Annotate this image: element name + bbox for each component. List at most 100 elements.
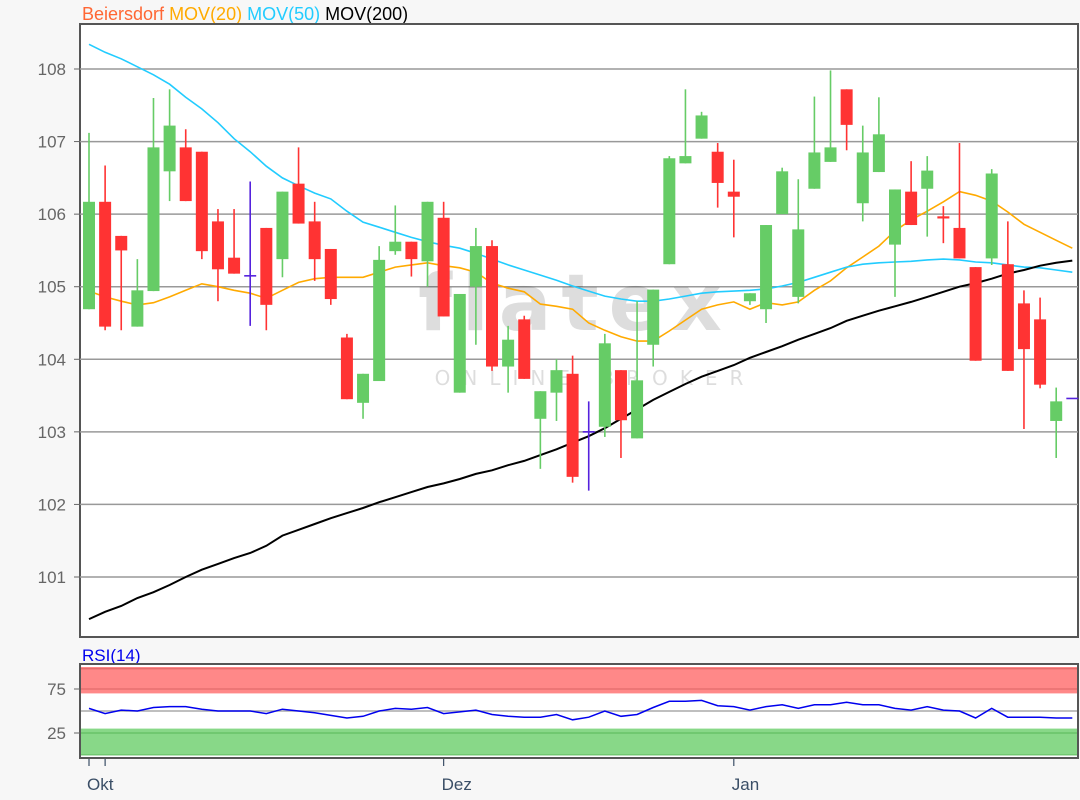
candle-body — [131, 290, 144, 327]
candle-body — [163, 125, 176, 172]
candle — [340, 333, 353, 400]
candle-body — [808, 152, 821, 189]
candle-body — [469, 246, 482, 287]
candle — [711, 143, 724, 208]
candle-body — [614, 370, 627, 421]
watermark-logo-text: flatex — [418, 259, 732, 349]
candle-body — [969, 267, 982, 361]
price-y-axis: 101 102 103 104 105 106 107 108 — [38, 60, 80, 587]
candle — [727, 159, 740, 238]
candle — [566, 355, 579, 483]
candle-body — [228, 257, 241, 274]
candle — [985, 169, 998, 265]
candle-body — [421, 201, 434, 262]
candle-body — [340, 337, 353, 400]
candle-body — [502, 339, 515, 367]
candle — [115, 235, 128, 331]
candle-body — [727, 191, 740, 197]
candle — [905, 161, 918, 226]
candle — [195, 151, 208, 260]
candle-body — [405, 241, 418, 260]
candle — [534, 391, 547, 469]
candle-body — [905, 191, 918, 226]
candle — [1001, 221, 1014, 371]
candle-body — [711, 151, 724, 183]
candle — [163, 89, 176, 202]
candle — [292, 147, 305, 224]
candle-body — [776, 171, 789, 215]
candlesticks — [83, 70, 1079, 491]
x-tick-label: Okt — [87, 775, 114, 794]
candle-body — [937, 216, 950, 219]
candle — [469, 227, 482, 345]
y-tick-label: 108 — [38, 60, 66, 79]
candle-body — [453, 293, 466, 393]
candle-body — [647, 289, 660, 345]
candle — [421, 201, 434, 287]
candle-body — [357, 373, 370, 403]
candle — [872, 97, 885, 173]
candle — [598, 333, 611, 437]
candle — [631, 301, 644, 439]
y-tick-label: 107 — [38, 133, 66, 152]
candle — [792, 179, 805, 304]
candle-body — [324, 248, 337, 300]
y-tick-label: 105 — [38, 278, 66, 297]
candle — [357, 373, 370, 419]
candle — [308, 201, 321, 281]
rsi-y-tick-label: 25 — [47, 724, 66, 743]
candle — [147, 98, 160, 292]
candle-body — [292, 183, 305, 224]
candle — [937, 206, 950, 244]
candle — [405, 241, 418, 277]
candle-body — [631, 380, 644, 439]
candle — [550, 359, 563, 421]
candle — [518, 315, 531, 379]
candle — [856, 125, 869, 222]
candle-body — [856, 152, 869, 204]
series-line-mov200 — [88, 259, 1073, 621]
candle — [582, 401, 595, 491]
rsi-zones — [81, 667, 1077, 756]
legend-item-mov20: MOV(20) — [169, 4, 242, 24]
candle-body — [824, 147, 837, 162]
candle-body — [83, 201, 95, 310]
y-tick-label: 101 — [38, 568, 66, 587]
legend-item-mov200: MOV(200) — [325, 4, 408, 24]
candle-body — [195, 151, 208, 252]
candle-body — [99, 201, 112, 327]
candle-body — [760, 225, 773, 310]
y-tick-label: 104 — [38, 350, 66, 369]
candle-body — [437, 217, 450, 317]
series-line-mov50 — [88, 43, 1073, 302]
candle — [953, 143, 966, 259]
candle — [486, 240, 498, 371]
candle-body — [921, 170, 934, 189]
y-tick-label: 103 — [38, 423, 66, 442]
candle-body — [872, 134, 885, 173]
y-tick-label: 102 — [38, 495, 66, 514]
candle-body — [598, 343, 611, 427]
x-axis: Okt Dez Jan — [87, 759, 759, 794]
candle — [889, 189, 901, 297]
candle — [1034, 297, 1047, 389]
candle-body — [1050, 401, 1063, 421]
candle — [373, 246, 386, 382]
candle-body — [953, 227, 966, 259]
candle-body — [211, 221, 224, 270]
price-plot-area — [79, 23, 1079, 638]
candle-body — [115, 235, 128, 251]
candle — [647, 289, 660, 367]
candle-body — [1034, 319, 1047, 385]
candle-body — [695, 115, 708, 139]
candle-body — [389, 241, 402, 252]
candle-body — [276, 191, 289, 260]
legend-item-beiersdorf: Beiersdorf — [82, 4, 165, 24]
candle — [679, 89, 692, 164]
candle — [437, 201, 450, 317]
candle — [695, 111, 708, 139]
candle — [211, 209, 224, 302]
candle-body — [1017, 303, 1030, 350]
candle-body — [985, 173, 998, 259]
